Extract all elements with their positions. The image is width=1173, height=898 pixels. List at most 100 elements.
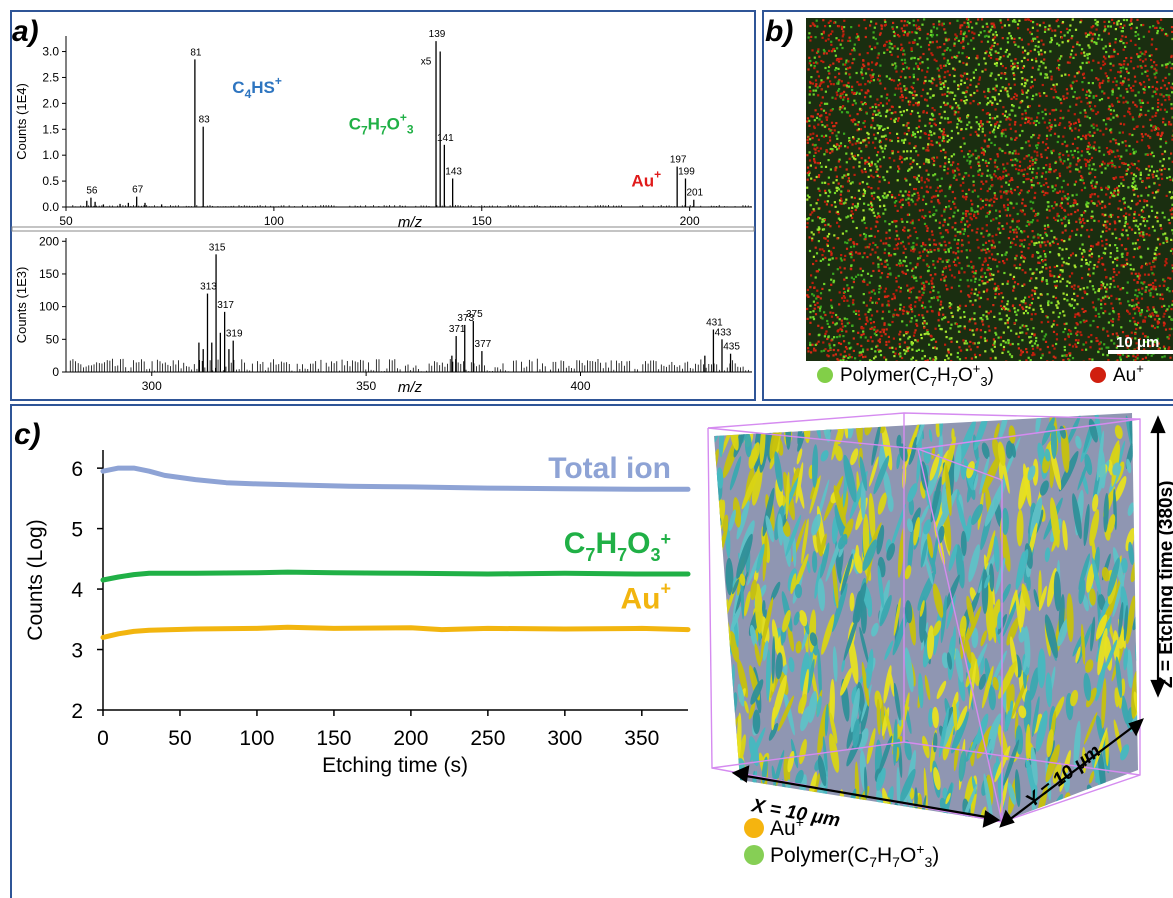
map-pixel — [809, 213, 812, 216]
map-pixel — [1009, 226, 1012, 229]
map-pixel — [983, 90, 986, 93]
map-pixel — [872, 197, 875, 200]
map-pixel — [891, 297, 894, 301]
map-pixel — [1076, 303, 1079, 306]
map-pixel — [819, 307, 822, 310]
map-pixel — [946, 59, 949, 62]
map-pixel — [914, 145, 917, 148]
map-pixel — [1002, 128, 1005, 132]
map-pixel — [912, 24, 915, 27]
map-pixel — [1139, 314, 1142, 317]
map-pixel — [1140, 256, 1143, 259]
map-pixel — [1023, 213, 1026, 216]
map-pixel — [1152, 282, 1155, 285]
map-pixel — [1021, 331, 1024, 334]
map-pixel — [983, 272, 986, 275]
map-pixel — [1053, 118, 1057, 121]
map-pixel — [1046, 360, 1049, 361]
map-pixel — [995, 333, 998, 336]
map-pixel — [1109, 149, 1112, 152]
map-pixel — [883, 251, 886, 255]
map-pixel — [994, 78, 997, 81]
map-pixel — [905, 24, 909, 27]
map-pixel — [1061, 257, 1064, 260]
map-pixel — [966, 21, 969, 25]
map-pixel — [1008, 113, 1011, 116]
map-pixel — [882, 128, 885, 131]
map-pixel — [1152, 285, 1155, 288]
map-pixel — [863, 64, 866, 68]
map-pixel — [1055, 338, 1059, 341]
map-pixel — [1153, 229, 1156, 232]
map-pixel — [1020, 250, 1023, 253]
map-pixel — [914, 339, 917, 342]
map-pixel — [1020, 349, 1023, 352]
map-pixel — [1042, 62, 1045, 65]
map-pixel — [1092, 25, 1095, 28]
map-pixel — [879, 114, 882, 117]
map-pixel — [854, 357, 857, 360]
map-pixel — [1095, 28, 1098, 31]
map-pixel — [958, 119, 961, 122]
map-pixel — [999, 190, 1002, 193]
map-pixel — [1161, 64, 1164, 67]
map-pixel — [984, 62, 987, 65]
map-pixel — [1057, 315, 1060, 319]
map-pixel — [821, 124, 824, 127]
map-pixel — [847, 189, 850, 192]
map-pixel — [1054, 108, 1058, 111]
map-pixel — [960, 99, 963, 102]
map-pixel — [1130, 27, 1133, 30]
map-pixel — [1108, 222, 1112, 226]
map-pixel — [994, 258, 997, 261]
map-pixel — [1083, 158, 1086, 161]
map-pixel — [990, 53, 993, 56]
map-pixel — [956, 117, 960, 120]
map-pixel — [1077, 339, 1080, 342]
map-pixel — [940, 66, 943, 70]
map-pixel — [828, 289, 831, 292]
map-pixel — [921, 287, 924, 290]
map-pixel — [851, 216, 854, 219]
map-pixel — [1074, 127, 1077, 130]
map-pixel — [1144, 153, 1147, 156]
map-pixel — [806, 141, 809, 144]
map-pixel — [813, 347, 816, 350]
map-pixel — [981, 227, 984, 230]
map-pixel — [910, 317, 913, 320]
map-pixel — [859, 359, 862, 361]
map-pixel — [824, 181, 827, 184]
map-pixel — [966, 77, 969, 80]
map-pixel — [908, 190, 911, 193]
map-pixel — [905, 109, 909, 112]
map-pixel — [852, 278, 855, 281]
map-pixel — [937, 248, 940, 251]
map-pixel — [892, 21, 895, 24]
map-pixel — [1147, 247, 1150, 250]
map-pixel — [1155, 314, 1158, 317]
map-pixel — [1003, 305, 1006, 308]
map-pixel — [813, 154, 816, 158]
map-pixel — [1078, 170, 1081, 173]
map-pixel — [1146, 153, 1149, 156]
map-pixel — [1119, 356, 1122, 359]
map-pixel — [1166, 176, 1169, 180]
map-pixel — [932, 289, 935, 292]
map-pixel — [1157, 98, 1160, 101]
map-pixel — [989, 174, 992, 177]
map-pixel — [1155, 111, 1158, 115]
map-pixel — [831, 257, 834, 260]
map-pixel — [932, 296, 936, 299]
map-pixel — [938, 324, 941, 327]
map-pixel — [1001, 130, 1004, 133]
map-pixel — [907, 169, 910, 172]
map-pixel — [919, 62, 922, 65]
map-pixel — [1103, 62, 1107, 65]
map-pixel — [903, 229, 906, 233]
map-pixel — [1141, 332, 1145, 335]
map-pixel — [1141, 99, 1144, 102]
map-pixel — [1142, 80, 1146, 84]
map-pixel — [1134, 224, 1137, 227]
peak-label-319: 319 — [226, 329, 243, 340]
map-pixel — [1094, 168, 1097, 171]
